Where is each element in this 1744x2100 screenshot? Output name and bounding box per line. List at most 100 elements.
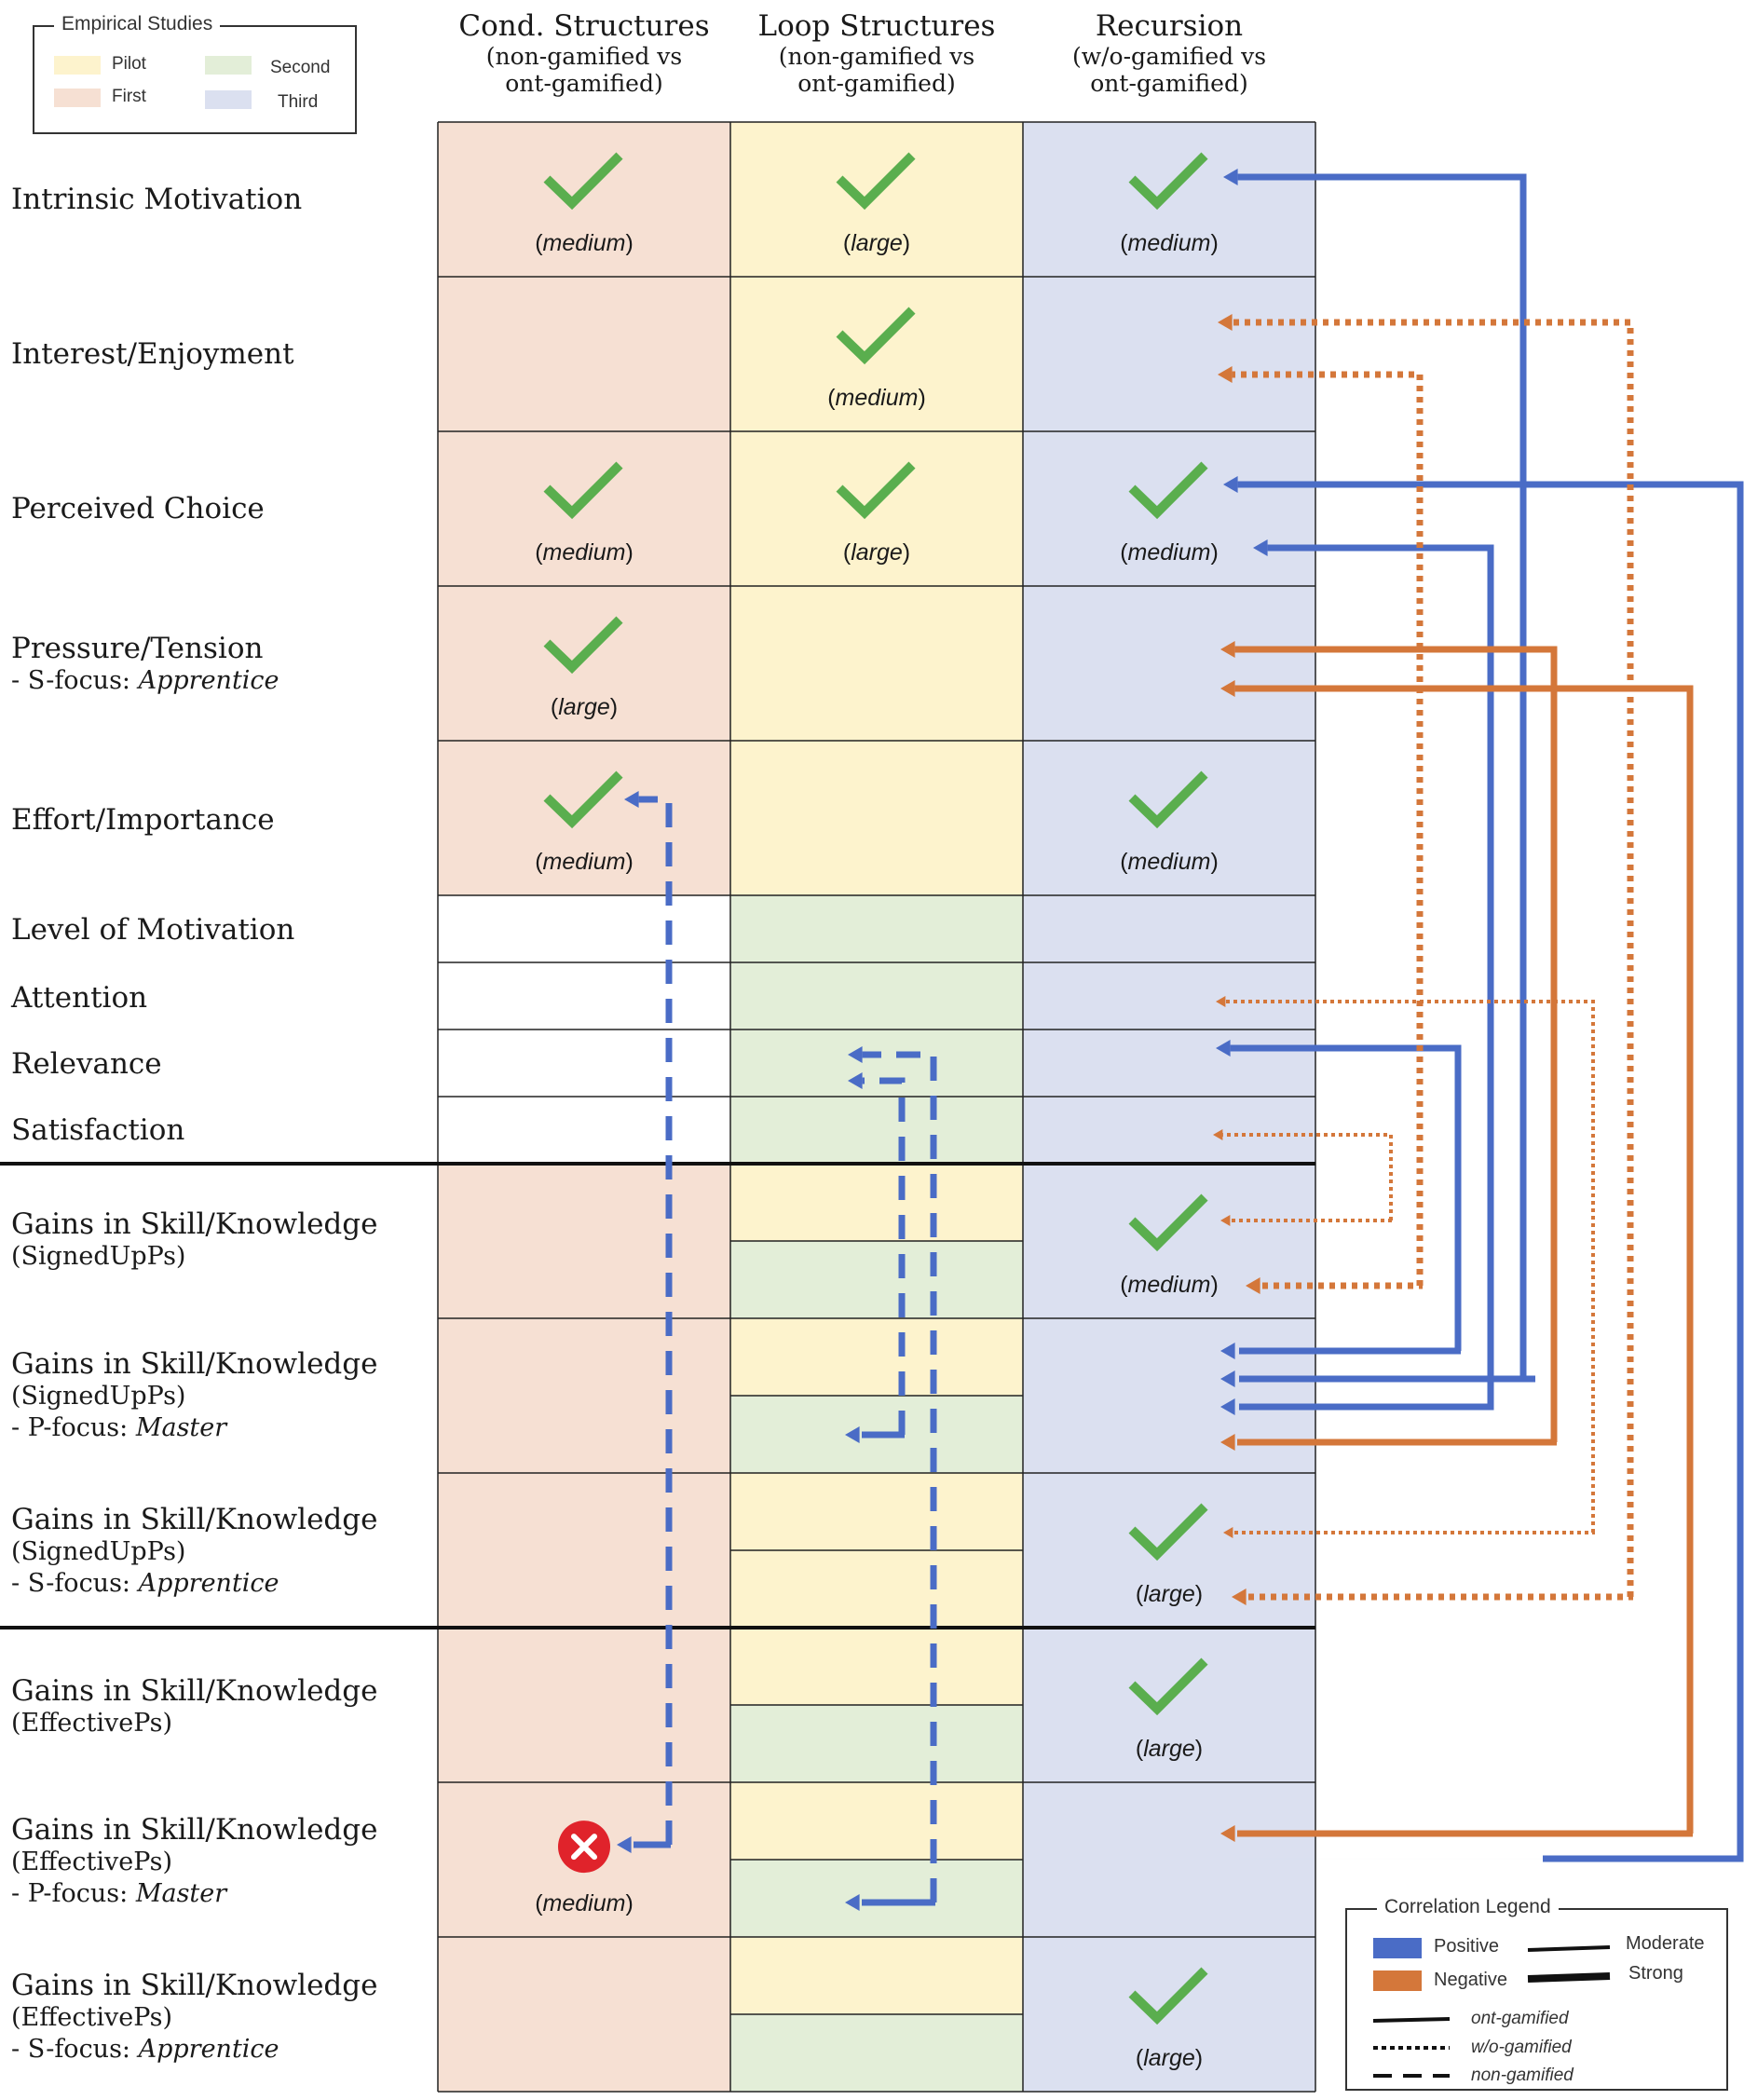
row-label-effort-importance: Effort/Importance: [11, 803, 275, 837]
positive-strong-connector-head: [1223, 476, 1238, 493]
effect-size-word: medium: [543, 849, 626, 875]
paren: ): [1210, 539, 1218, 566]
study-legend: [33, 25, 357, 134]
negative-strong-connector-head: [1220, 680, 1235, 697]
paren: ): [1210, 230, 1218, 256]
pilot-label: Pilot: [112, 54, 146, 74]
check-icon: [836, 307, 916, 365]
table-cell: [438, 1473, 730, 1628]
table-cell: [438, 962, 730, 1030]
row-label-attention: Attention: [11, 981, 148, 1015]
row-label-gains-signedup-master: Gains in Skill/Knowledge (SignedUpPs) - …: [11, 1347, 378, 1442]
row-label-gains-signedup-apprentice: Gains in Skill/Knowledge (SignedUpPs) - …: [11, 1503, 378, 1598]
paren: (: [1120, 539, 1128, 566]
paren: (: [843, 539, 852, 566]
non-gamified-label: non-gamified: [1471, 2066, 1574, 2085]
effect-size-note: (medium): [1120, 849, 1219, 875]
effect-size-word: large: [851, 539, 903, 566]
positive-non-gamified-connector-line: [862, 1077, 906, 1435]
paren: ): [625, 1890, 633, 1916]
strong-label: Strong: [1628, 1963, 1683, 1984]
column-subtitle: ont-gamified): [797, 70, 956, 97]
effect-size-word: medium: [1128, 849, 1211, 875]
table-cell: [438, 895, 730, 962]
check-icon: [1128, 1967, 1208, 2025]
table-cell: [438, 741, 730, 895]
check-icon: [1128, 1193, 1208, 1252]
negative-wo-connector-line: [1222, 1133, 1393, 1220]
check-icon: [543, 770, 623, 829]
effect-size-note: (medium): [1120, 230, 1219, 256]
row-label-interest-enjoyment: Interest/Enjoyment: [11, 337, 294, 371]
effect-size-word: medium: [1128, 539, 1211, 566]
paren: (: [1136, 1581, 1144, 1607]
negative-strong-connector-line: [1234, 646, 1558, 1442]
focus-level: Apprentice: [138, 666, 279, 695]
positive-connector-head: [1220, 1370, 1235, 1387]
positive-non-gamified-connector-line: [862, 1051, 937, 1902]
table-cell: [438, 277, 730, 431]
row-label-gains-effective: Gains in Skill/Knowledge (EffectivePs): [11, 1674, 378, 1738]
table-cell: [438, 1030, 730, 1097]
positive-connector-head: [845, 1894, 860, 1911]
positive-non-gamified-connector: [862, 1051, 937, 1902]
row-label-relevance: Relevance: [11, 1047, 162, 1081]
table-cell: [1023, 1164, 1315, 1318]
column-subtitle: ont-gamified): [1090, 70, 1248, 97]
paren: (: [1120, 1272, 1128, 1298]
table-cell: [1023, 277, 1315, 431]
negative-connector-head: [1220, 1434, 1235, 1451]
table-cell: [1023, 122, 1315, 277]
negative-strong-connector: [1234, 685, 1694, 1834]
effect-size-word: medium: [1128, 230, 1211, 256]
effect-size-word: large: [558, 694, 610, 720]
paren: ): [1195, 1581, 1203, 1607]
focus-prefix: - P-focus:: [11, 1879, 136, 1908]
table-cell: [1023, 1030, 1315, 1097]
negative-wo-connector: [1232, 319, 1634, 1597]
effect-size-note: (large): [1136, 2045, 1203, 2071]
table-cell: [730, 1705, 1023, 1782]
paren: (: [535, 849, 543, 875]
table-cell: [730, 277, 1023, 431]
positive-connector-head: [845, 1426, 860, 1443]
row-label-satisfaction: Satisfaction: [11, 1113, 185, 1147]
table-cell: [438, 1937, 730, 2092]
focus-level: Apprentice: [138, 1569, 279, 1598]
pilot-swatch: [54, 56, 101, 75]
table-cell: [1023, 1473, 1315, 1628]
negative-strong-connector-line: [1234, 685, 1694, 1834]
table-cell: [438, 1164, 730, 1318]
correlation-legend-title: Correlation Legend: [1377, 1896, 1559, 1918]
column-header-cond: Cond. Structures (non-gamified vs ont-ga…: [438, 9, 730, 97]
ont-gamified-label: ont-gamified: [1471, 2009, 1569, 2028]
paren: (: [535, 1890, 543, 1916]
effect-size-note: (large): [551, 694, 618, 720]
effect-size-word: medium: [543, 1890, 626, 1916]
paren: (: [551, 694, 559, 720]
first-swatch: [54, 89, 101, 107]
table-cell: [730, 1473, 1023, 1550]
focus-level: Master: [135, 1413, 227, 1442]
strong-line-sample: [1527, 1972, 1611, 1983]
effect-size-word: medium: [836, 385, 919, 411]
check-icon: [543, 616, 623, 675]
negative-connector-head: [1232, 1589, 1247, 1605]
check-icon: [543, 461, 623, 520]
table-cell: [1023, 741, 1315, 895]
solid-line-sample: [1372, 2017, 1451, 2023]
row-label-gains-effective-apprentice: Gains in Skill/Knowledge (EffectivePs) -…: [11, 1969, 378, 2064]
correlation-arrows: [617, 169, 1744, 2078]
row-label-intrinsic-motivation: Intrinsic Motivation: [11, 183, 303, 216]
effect-size-note: (medium): [535, 1890, 634, 1916]
positive-strong-connector-line: [1230, 1044, 1462, 1351]
moderate-label: Moderate: [1626, 1933, 1705, 1954]
table-cell: [730, 741, 1023, 895]
effect-size-note: (medium): [535, 230, 634, 256]
study-legend-title: Empirical Studies: [54, 13, 221, 35]
positive-non-gamified-connector-head: [624, 791, 639, 808]
table-cell: [1023, 431, 1315, 586]
positive-non-gamified-connector-line: [638, 796, 673, 1845]
column-title: Recursion: [1095, 9, 1244, 43]
check-icon: [1128, 461, 1208, 520]
